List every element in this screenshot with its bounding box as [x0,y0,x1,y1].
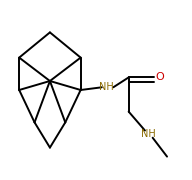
Text: O: O [156,72,164,82]
Text: NH: NH [99,82,114,92]
Text: NH: NH [142,129,156,139]
